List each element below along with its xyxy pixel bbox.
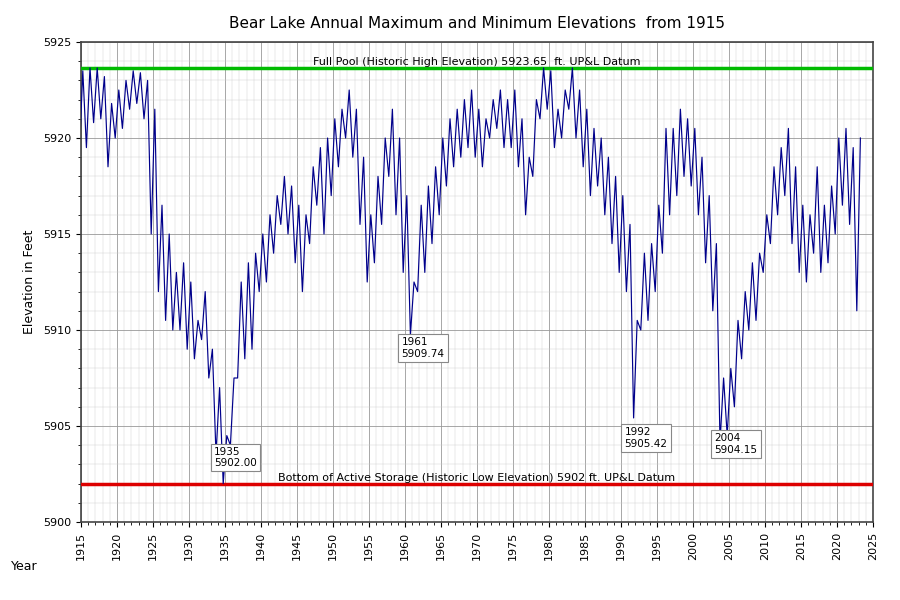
Text: 2004
5904.15: 2004 5904.15 xyxy=(715,433,758,455)
Y-axis label: Elevation in Feet: Elevation in Feet xyxy=(23,230,36,334)
Text: 1961
5909.74: 1961 5909.74 xyxy=(401,337,445,359)
Text: 1935
5902.00: 1935 5902.00 xyxy=(214,446,257,468)
Title: Bear Lake Annual Maximum and Minimum Elevations  from 1915: Bear Lake Annual Maximum and Minimum Ele… xyxy=(229,16,725,31)
Text: 1992
5905.42: 1992 5905.42 xyxy=(625,427,668,449)
Text: Bottom of Active Storage (Historic Low Elevation) 5902 ft. UP&L Datum: Bottom of Active Storage (Historic Low E… xyxy=(278,473,676,482)
Text: Full Pool (Historic High Elevation) 5923.65  ft. UP&L Datum: Full Pool (Historic High Elevation) 5923… xyxy=(313,57,641,67)
Text: Year: Year xyxy=(11,560,38,574)
